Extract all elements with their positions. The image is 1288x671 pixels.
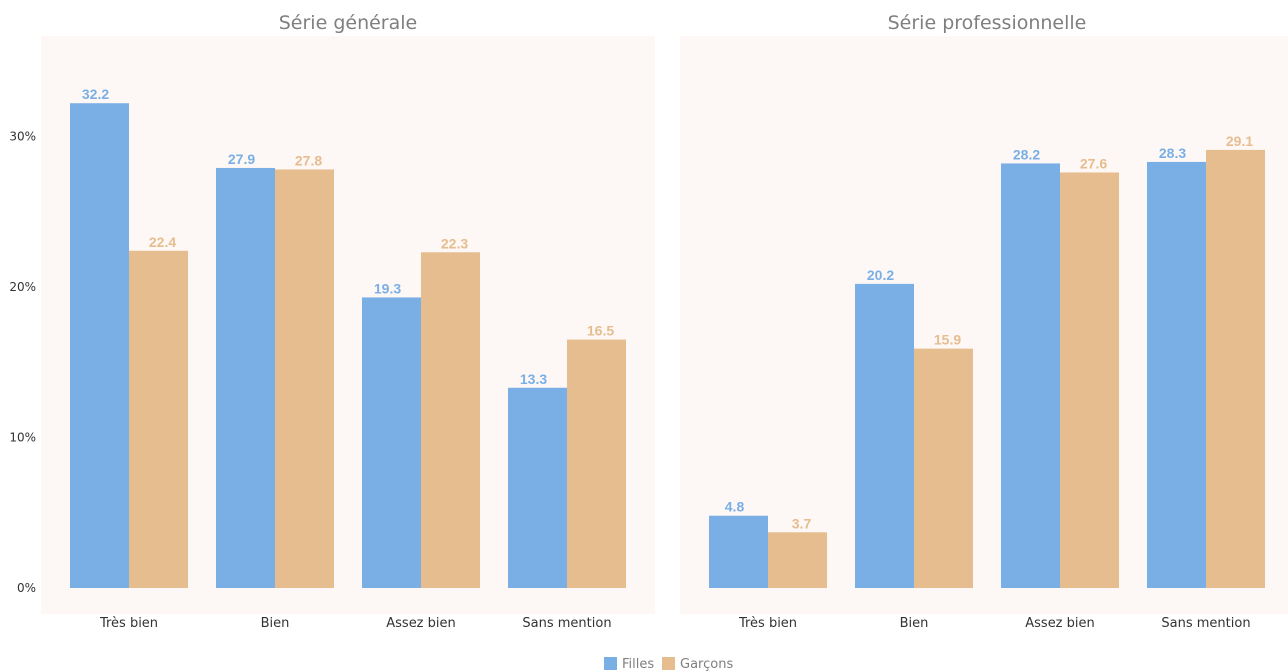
data-label-garcons: 27.6 <box>1080 155 1107 171</box>
x-tick-label: Très bien <box>99 616 158 631</box>
bar-filles-tres-bien <box>70 103 129 588</box>
panel-title: Série générale <box>279 12 417 34</box>
x-tick-label: Assez bien <box>1025 616 1095 631</box>
data-label-filles: 19.3 <box>374 280 401 296</box>
data-label-garcons: 22.3 <box>441 235 468 251</box>
y-tick-label: 30% <box>9 129 36 143</box>
bar-filles-assez-bien <box>1001 163 1060 588</box>
y-tick-label: 10% <box>9 430 36 444</box>
bar-garcons-assez-bien <box>421 252 480 588</box>
legend-label-garcons: Garçons <box>680 657 733 671</box>
x-tick-label: Sans mention <box>522 616 611 631</box>
chart-panels: Série générale 0% 10% 20% 30% Très bien 32.2 22… <box>9 12 1288 631</box>
panel-serie-professionnelle: Série professionnelle Très bien 4.8 3.7 Bien… <box>680 12 1288 631</box>
bar-garcons-bien <box>275 169 334 588</box>
data-label-garcons: 15.9 <box>934 332 961 348</box>
bar-filles-bien <box>855 283 914 588</box>
data-label-filles: 20.2 <box>867 267 894 283</box>
data-label-garcons: 27.8 <box>295 152 322 168</box>
data-label-filles: 32.2 <box>82 86 109 102</box>
data-label-filles: 13.3 <box>520 371 547 387</box>
bar-filles-assez-bien <box>362 297 421 588</box>
legend-swatch-filles <box>604 657 617 670</box>
legend-swatch-garcons <box>662 657 675 670</box>
data-label-garcons: 29.1 <box>1226 133 1253 149</box>
data-label-filles: 28.3 <box>1159 145 1186 161</box>
x-tick-label: Très bien <box>738 616 797 631</box>
y-tick-label: 0% <box>17 581 36 595</box>
bar-filles-tres-bien <box>709 515 768 588</box>
x-tick-label: Bien <box>900 616 929 631</box>
data-label-filles: 27.9 <box>228 151 255 167</box>
bar-garcons-sans-mention <box>1206 149 1265 588</box>
data-label-filles: 4.8 <box>725 499 745 515</box>
legend: Filles Garçons <box>604 657 733 671</box>
y-tick-label: 20% <box>9 280 36 294</box>
data-label-garcons: 22.4 <box>149 234 176 250</box>
x-tick-label: Assez bien <box>386 616 456 631</box>
bar-garcons-tres-bien <box>129 250 188 588</box>
data-label-filles: 28.2 <box>1013 146 1040 162</box>
bar-garcons-bien <box>914 348 973 588</box>
x-tick-label: Sans mention <box>1161 616 1250 631</box>
bar-filles-sans-mention <box>508 387 567 588</box>
panel-serie-generale: Série générale 0% 10% 20% 30% Très bien 32.2 22… <box>9 12 655 631</box>
data-label-garcons: 16.5 <box>587 323 614 339</box>
bar-filles-sans-mention <box>1147 161 1206 588</box>
panel-title: Série professionnelle <box>888 12 1087 34</box>
legend-label-filles: Filles <box>622 657 654 671</box>
bar-garcons-tres-bien <box>768 532 827 588</box>
bar-garcons-sans-mention <box>567 339 626 588</box>
x-tick-label: Bien <box>261 616 290 631</box>
bar-filles-bien <box>216 167 275 588</box>
data-label-garcons: 3.7 <box>792 515 812 531</box>
bar-garcons-assez-bien <box>1060 172 1119 588</box>
